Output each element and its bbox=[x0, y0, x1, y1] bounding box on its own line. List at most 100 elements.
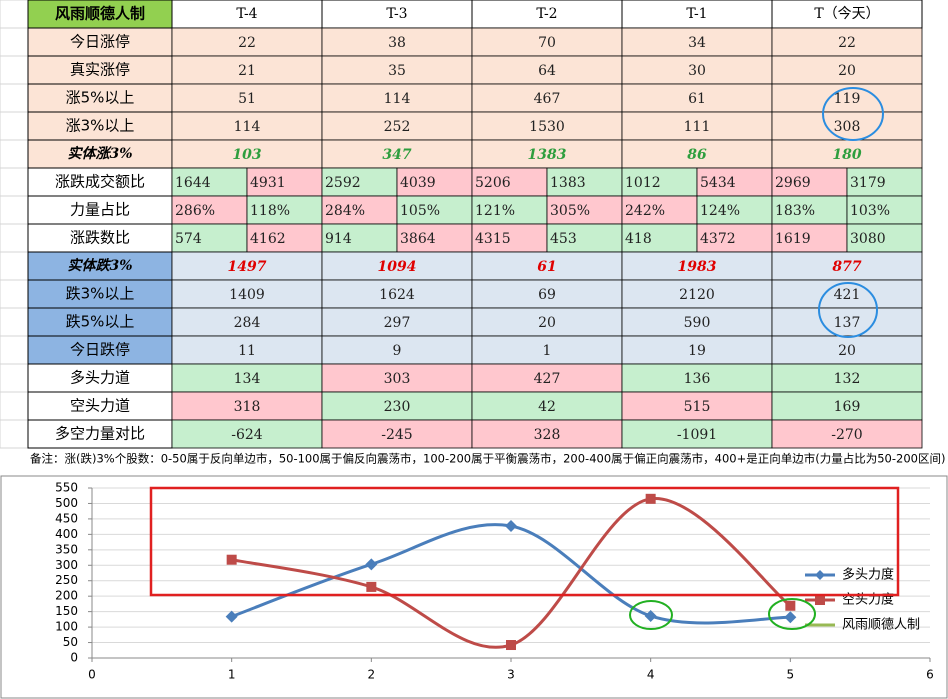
row-label: 多头力道 bbox=[70, 369, 130, 387]
data-cell bbox=[171, 279, 323, 309]
data-cell bbox=[771, 279, 923, 309]
row-label-cell bbox=[27, 55, 173, 85]
cell-text: 3864 bbox=[400, 231, 436, 247]
marker bbox=[784, 611, 797, 624]
header-cell bbox=[171, 0, 323, 29]
header-text: T-2 bbox=[536, 6, 557, 22]
cell-text: 1 bbox=[543, 343, 552, 359]
cell-text: 453 bbox=[550, 231, 577, 247]
data-cell bbox=[171, 307, 323, 337]
cell-text: 118% bbox=[250, 203, 290, 219]
row-label: 跌5%以上 bbox=[66, 313, 135, 331]
cell-text: 169 bbox=[834, 399, 861, 415]
row-label: 实体涨3% bbox=[67, 145, 132, 162]
gutter-cell bbox=[0, 391, 29, 421]
data-cell bbox=[321, 139, 473, 169]
data-cell bbox=[471, 419, 623, 449]
data-cell bbox=[171, 167, 248, 197]
cell-text: 21 bbox=[238, 63, 256, 79]
data-cell bbox=[621, 223, 698, 253]
cell-text: 1383 bbox=[528, 147, 567, 163]
marker bbox=[644, 609, 657, 622]
data-cell bbox=[321, 55, 473, 85]
cell-text: 114 bbox=[234, 119, 261, 135]
data-cell bbox=[321, 111, 473, 141]
data-cell bbox=[771, 55, 923, 85]
data-cell bbox=[396, 195, 473, 225]
cell-text: 11 bbox=[238, 343, 256, 359]
data-cell bbox=[546, 223, 623, 253]
chart-frame bbox=[0, 475, 948, 699]
cell-text: 103 bbox=[232, 147, 261, 163]
cell-text: 103% bbox=[850, 203, 890, 219]
annotation-circle bbox=[822, 87, 884, 141]
x-tick-label: 3 bbox=[507, 668, 515, 682]
data-cell bbox=[171, 111, 323, 141]
y-tick-label: 500 bbox=[55, 496, 78, 510]
data-cell bbox=[621, 251, 773, 281]
gutter-cell bbox=[0, 307, 29, 337]
gutter-cell bbox=[0, 223, 29, 253]
y-tick-label: 350 bbox=[55, 542, 78, 556]
header-cell bbox=[27, 0, 173, 29]
cell-text: 69 bbox=[538, 287, 556, 303]
data-cell bbox=[171, 391, 323, 421]
data-cell bbox=[696, 223, 773, 253]
annotation-box bbox=[149, 486, 900, 597]
cell-text: 418 bbox=[625, 231, 652, 247]
cell-text: 877 bbox=[832, 259, 861, 275]
annotation-circle bbox=[768, 598, 816, 630]
header-cell bbox=[321, 0, 473, 29]
row-label: 涨3%以上 bbox=[66, 117, 135, 135]
cell-text: 1012 bbox=[625, 175, 661, 191]
data-cell bbox=[621, 111, 773, 141]
data-cell bbox=[471, 391, 623, 421]
annotation-circle bbox=[629, 600, 673, 630]
gutter-cell bbox=[0, 0, 29, 29]
cell-text: 1094 bbox=[378, 259, 417, 275]
header-text: T-1 bbox=[686, 6, 707, 22]
cell-text: 2592 bbox=[325, 175, 361, 191]
cell-text: 19 bbox=[688, 343, 706, 359]
data-cell bbox=[621, 419, 773, 449]
cell-text: 119 bbox=[834, 91, 861, 107]
gutter-cell bbox=[0, 27, 29, 57]
cell-text: 64 bbox=[538, 63, 556, 79]
data-cell bbox=[171, 223, 248, 253]
y-tick-label: 250 bbox=[55, 573, 78, 587]
legend-label: 风雨顺德人制 bbox=[842, 618, 920, 633]
cell-text: 134 bbox=[234, 371, 261, 387]
cell-text: 42 bbox=[538, 399, 556, 415]
row-label-cell bbox=[27, 363, 173, 393]
data-cell bbox=[171, 55, 323, 85]
data-cell bbox=[846, 195, 923, 225]
legend-marker bbox=[815, 570, 825, 580]
cell-text: -245 bbox=[381, 427, 412, 443]
row-label: 涨跌数比 bbox=[70, 229, 130, 247]
cell-text: 305% bbox=[550, 203, 590, 219]
y-tick-label: 0 bbox=[70, 651, 78, 665]
cell-text: 421 bbox=[834, 287, 861, 303]
cell-text: 574 bbox=[175, 231, 202, 247]
cell-text: 303 bbox=[384, 371, 411, 387]
y-tick-label: 50 bbox=[63, 635, 78, 649]
gutter-cell bbox=[0, 419, 29, 449]
cell-text: 1383 bbox=[550, 175, 586, 191]
cell-text: 30 bbox=[688, 63, 706, 79]
cell-text: 1983 bbox=[678, 259, 717, 275]
cell-text: 284% bbox=[325, 203, 365, 219]
row-label-cell bbox=[27, 83, 173, 113]
data-cell bbox=[171, 419, 323, 449]
gutter-cell bbox=[0, 251, 29, 281]
data-cell bbox=[321, 27, 473, 57]
gutter-cell bbox=[0, 83, 29, 113]
cell-text: 5206 bbox=[475, 175, 511, 191]
data-cell bbox=[846, 223, 923, 253]
marker bbox=[225, 610, 238, 623]
y-tick-label: 400 bbox=[55, 527, 78, 541]
data-cell bbox=[771, 83, 923, 113]
data-cell bbox=[696, 195, 773, 225]
cell-text: 242% bbox=[625, 203, 665, 219]
row-label-cell bbox=[27, 139, 173, 169]
